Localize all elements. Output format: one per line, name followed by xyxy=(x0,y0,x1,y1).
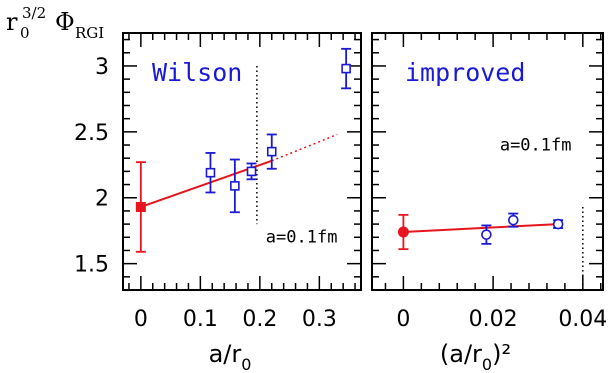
annotation-label: a=0.1fm xyxy=(266,228,338,248)
ylabel-phi: Φ xyxy=(55,8,75,36)
data-point xyxy=(341,63,351,74)
x-axis-label: a/r0 xyxy=(209,340,252,373)
panel-title: Wilson xyxy=(152,58,242,87)
data-point xyxy=(205,167,216,178)
x-tick-label: 0 xyxy=(134,307,148,332)
ylabel-r-sup: 3/2 xyxy=(22,4,46,22)
annotation-label: a=0.1fm xyxy=(500,135,572,155)
panel-wilson: 1.5 2 2.5 3 0 0.1 0.2 0.3 a/r0 Wilson a=0.1fm xyxy=(74,32,362,373)
y-tick-label: 2.5 xyxy=(74,121,109,146)
ylabel-r: r xyxy=(6,8,18,36)
y-tick-label: 1.5 xyxy=(74,253,109,278)
data-point xyxy=(230,181,240,191)
x-axis-label: (a/r0)² xyxy=(440,340,511,373)
x-tick-label: 0 xyxy=(396,307,410,332)
x-tick-label: 0.3 xyxy=(302,307,337,332)
fit-extrapolation xyxy=(271,133,338,162)
panel-improved: 0 0.02 0.04 (a/r0)² improved a=0.1fm xyxy=(371,32,607,373)
y-tick-label: 3 xyxy=(95,55,109,80)
data-point xyxy=(481,229,492,240)
data-point xyxy=(135,201,146,212)
data-point xyxy=(266,146,277,157)
y-axis-label: r 0 3/2 Φ RGI xyxy=(6,4,104,42)
plot-frame xyxy=(371,32,604,291)
ylabel-phi-sub: RGI xyxy=(75,24,104,42)
fit-line xyxy=(403,223,559,234)
data-point xyxy=(507,214,519,226)
y-tick-label: 2 xyxy=(95,187,109,212)
x-tick-label: 0.1 xyxy=(183,307,218,332)
data-point xyxy=(552,218,564,230)
plot-frame xyxy=(122,32,362,291)
data-point xyxy=(397,226,409,238)
x-tick-label: 0.04 xyxy=(558,307,607,332)
panel-title: improved xyxy=(405,58,525,87)
x-tick-label: 0.2 xyxy=(242,307,277,332)
data-point xyxy=(246,166,257,177)
x-tick-label: 0.02 xyxy=(469,307,518,332)
ylabel-r-sub: 0 xyxy=(20,24,30,42)
